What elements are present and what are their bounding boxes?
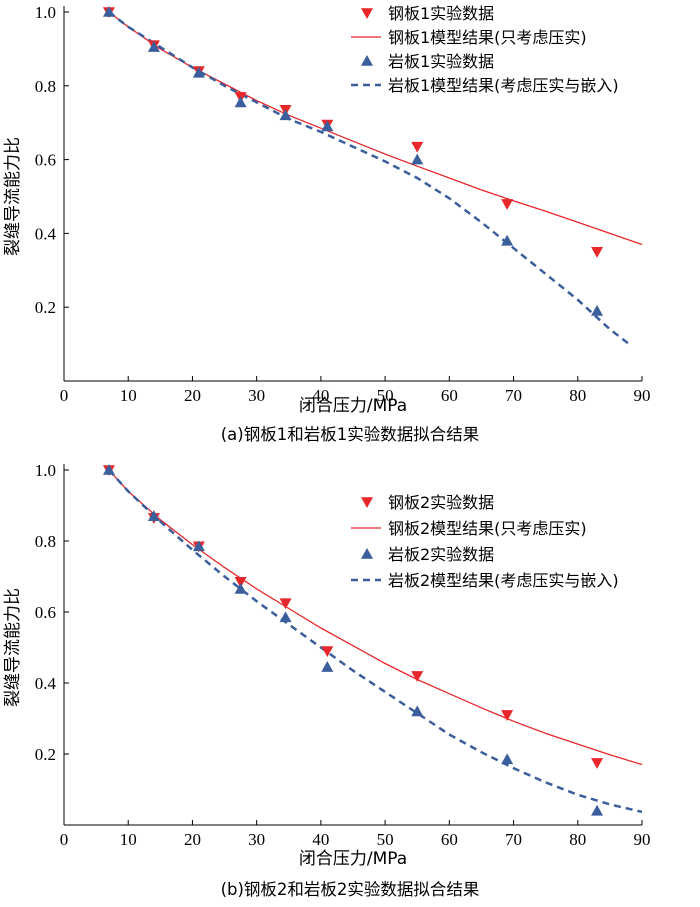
x-tick-label: 10 — [120, 830, 137, 849]
steel-data-point — [501, 199, 514, 210]
rock-model-line — [108, 469, 643, 814]
x-tick-label: 50 — [377, 830, 394, 849]
x-tick-label: 90 — [634, 386, 651, 405]
rock-data-point — [411, 705, 424, 717]
x-tick-label: 40 — [312, 830, 329, 849]
legend-marker — [361, 497, 373, 508]
figure-a: 0 10 20 30 40 50 60 70 80 90 0.2 0.4 0.6 0.8 1.0 闭合压力/M… — [0, 0, 700, 453]
steel-data-point — [501, 710, 514, 721]
rock-data-point — [279, 611, 292, 623]
rock-data-point — [192, 540, 205, 552]
legend-marker — [361, 8, 373, 19]
x-tick-label: 40 — [312, 386, 329, 405]
rock-data-point — [591, 804, 604, 816]
legend-label: 岩板1实验数据 — [388, 52, 494, 71]
x-tick-label: 0 — [60, 830, 69, 849]
x-tick-label: 70 — [505, 386, 522, 405]
steel-data-point — [591, 247, 604, 258]
legend-label: 岩板2模型结果(考虑压实与嵌入) — [388, 571, 619, 590]
legend-label: 钢板2实验数据 — [388, 493, 494, 512]
rock-data-point — [279, 109, 292, 121]
figure-b: 0 10 20 30 40 50 60 70 80 90 0.2 0.4 0.6 0.8 1.0 闭合压力/M… — [0, 454, 700, 907]
legend-label: 钢板1实验数据 — [388, 4, 494, 23]
x-tick-label: 20 — [184, 830, 201, 849]
rock-model-line — [108, 11, 630, 346]
y-tick-label: 0.2 — [35, 298, 56, 317]
y-tick-label: 0.8 — [35, 77, 56, 96]
rock-data-point — [501, 234, 514, 246]
rock-data-point — [234, 96, 247, 108]
steel-data-point — [411, 671, 424, 682]
chart-b: 0 10 20 30 40 50 60 70 80 90 0.2 0.4 0.6 0.8 1.0 闭合压力/M… — [3, 461, 651, 899]
rock-data-point — [147, 41, 160, 52]
figure-caption: (a)钢板1和岩板1实验数据拟合结果 — [221, 425, 479, 444]
legend-marker — [361, 55, 373, 66]
x-tick-label: 80 — [569, 386, 586, 405]
y-tick-label: 1.0 — [35, 461, 56, 480]
x-tick-label: 90 — [634, 830, 651, 849]
y-tick-label: 0.4 — [35, 674, 57, 693]
rock-data-point — [501, 753, 514, 765]
chart-a: 0 10 20 30 40 50 60 70 80 90 0.2 0.4 0.6 0.8 1.0 闭合压力/M… — [3, 3, 651, 444]
legend-label: 岩板1模型结果(考虑压实与嵌入) — [388, 76, 619, 95]
steel-data-point — [234, 577, 247, 588]
y-tick-label: 0.6 — [35, 151, 56, 170]
legend-label: 岩板2实验数据 — [388, 545, 494, 564]
legend-label: 钢板1模型结果(只考虑压实) — [388, 28, 587, 47]
x-tick-label: 30 — [248, 386, 265, 405]
legend-marker — [361, 548, 373, 559]
figure-caption: (b)钢板2和岩板2实验数据拟合结果 — [221, 880, 480, 899]
steel-data-point — [411, 141, 424, 153]
y-axis-title: 裂缝导流能力比 — [3, 137, 23, 256]
steel-model-line — [108, 469, 643, 766]
x-tick-label: 60 — [441, 386, 458, 405]
y-tick-label: 1.0 — [35, 3, 56, 22]
x-axis-title: 闭合压力/MPa — [299, 396, 407, 416]
x-tick-label: 0 — [60, 386, 69, 405]
rock-data-point — [102, 6, 115, 17]
y-tick-label: 0.4 — [35, 224, 57, 243]
x-axis-title: 闭合压力/MPa — [299, 849, 407, 869]
x-tick-label: 50 — [377, 386, 394, 405]
steel-data-point — [279, 598, 292, 610]
x-tick-label: 30 — [248, 830, 265, 849]
y-tick-label: 0.2 — [35, 745, 56, 764]
x-tick-label: 80 — [569, 830, 586, 849]
legend-label: 钢板2模型结果(只考虑压实) — [388, 519, 587, 538]
x-tick-label: 10 — [120, 386, 137, 405]
rock-data-point — [192, 66, 205, 78]
rock-data-point — [147, 510, 160, 521]
rock-data-point — [591, 304, 604, 316]
rock-data-point — [321, 120, 334, 132]
rock-data-point — [234, 582, 247, 594]
x-tick-label: 70 — [505, 830, 522, 849]
steel-model-line — [108, 11, 643, 246]
x-tick-label: 60 — [441, 830, 458, 849]
rock-data-point — [102, 464, 115, 475]
y-tick-label: 0.8 — [35, 532, 56, 551]
rock-data-point — [411, 153, 424, 165]
steel-data-point — [321, 646, 334, 658]
y-tick-label: 0.6 — [35, 603, 56, 622]
steel-data-point — [591, 758, 604, 769]
y-axis-title: 裂缝导流能力比 — [3, 588, 23, 707]
rock-data-point — [321, 661, 334, 672]
x-tick-label: 20 — [184, 386, 201, 405]
